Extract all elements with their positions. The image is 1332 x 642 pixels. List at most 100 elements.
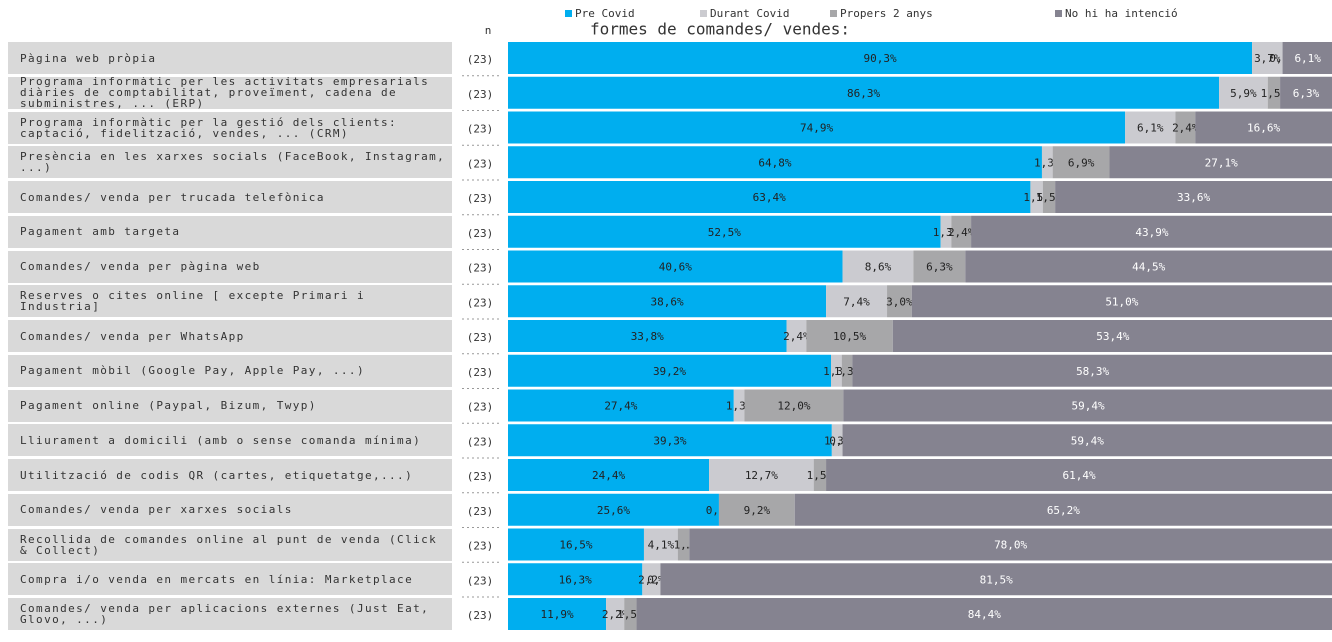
n-label: (23) (467, 401, 494, 414)
bar-segment (786, 320, 807, 352)
category-label: Pàgina web pròpia (8, 42, 452, 74)
legend-label: Propers 2 anys (840, 7, 933, 20)
value-label: 90,3% (863, 52, 896, 65)
bar-segment (813, 459, 827, 491)
bar-segment (642, 563, 661, 596)
legend-swatch (700, 10, 707, 17)
bar-segment (733, 389, 745, 422)
n-label: (23) (467, 470, 494, 483)
value-label: 6,3% (926, 261, 953, 274)
bar-segment (1042, 181, 1056, 213)
bar-segment (1219, 76, 1268, 109)
legend-swatch (565, 10, 572, 17)
bar-segment (508, 493, 719, 526)
bar-segment (842, 250, 914, 283)
value-label: 86,3% (847, 87, 880, 100)
n-label: (23) (467, 296, 494, 309)
bar-segment (1267, 76, 1281, 109)
category-label: Compra i/o venda en mercats en línia: Ma… (8, 563, 452, 596)
bar-segment (718, 493, 795, 526)
bar-segment (1052, 146, 1110, 179)
chart-title: formes de comandes/ vendes: (590, 20, 850, 39)
value-label: 1,… (674, 539, 694, 552)
bar-segment (913, 250, 966, 283)
value-label: 6,9% (1068, 156, 1095, 169)
category-label: Comandes/ venda per xarxes socials (8, 493, 452, 526)
category-label: Pagament mòbil (Google Pay, Apple Pay, .… (8, 354, 452, 387)
bar-segment (643, 528, 678, 561)
n-label: (23) (467, 192, 494, 205)
category-label: Pagament amb targeta (8, 215, 452, 248)
bar-segment (1195, 111, 1332, 144)
n-label: (23) (467, 505, 494, 518)
value-label: 24,4% (592, 469, 625, 482)
value-label: 2,4% (948, 226, 975, 239)
value-label: 81,5% (980, 573, 1013, 586)
bar-segment (508, 563, 643, 596)
value-label: 43,9% (1135, 226, 1168, 239)
value-label: 2,4% (783, 330, 810, 343)
bar-segment (1055, 181, 1332, 213)
value-label: 5,9% (1230, 87, 1257, 100)
bar-segment (508, 250, 843, 283)
bar-segment (508, 389, 734, 422)
bar-segment (965, 250, 1332, 283)
value-label: 64,8% (758, 156, 791, 169)
bar-segment (508, 146, 1042, 179)
value-label: 39,2% (653, 365, 686, 378)
bar-segment (1252, 42, 1283, 74)
value-label: 40,6% (659, 261, 692, 274)
value-label: 2,4% (1172, 122, 1199, 135)
legend-label: No hi ha intenció (1065, 7, 1178, 20)
bar-segment (892, 320, 1332, 352)
value-label: 4,1% (648, 539, 675, 552)
category-label: Comandes/ venda per trucada telefònica (8, 181, 452, 213)
bar-segment (1175, 111, 1196, 144)
value-label: 38,6% (650, 295, 683, 308)
value-label: 16,6% (1247, 122, 1280, 135)
value-label: 6,3% (1293, 87, 1320, 100)
legend-swatch (830, 10, 837, 17)
bar-segment (508, 528, 644, 561)
value-label: 11,9% (540, 608, 573, 621)
bar-segment (508, 285, 827, 318)
n-label: (23) (467, 435, 494, 448)
category-label: Programa informàtic per la gestió dels c… (8, 111, 452, 144)
value-label: 9,2% (744, 504, 771, 517)
value-label: 84,4% (968, 608, 1001, 621)
n-label: (23) (467, 609, 494, 622)
category-label: Utilització de codis QR (cartes, etiquet… (8, 459, 452, 491)
bar-segment (911, 285, 1332, 318)
n-label: (23) (467, 574, 494, 587)
n-label: (23) (467, 540, 494, 553)
n-label: (23) (467, 157, 494, 170)
legend-label: Pre Covid (575, 7, 635, 20)
legend-label: Durant Covid (710, 7, 789, 20)
bar-segment (508, 42, 1253, 74)
bar-segment (744, 389, 844, 422)
category-label: Comandes/ venda per aplicacions externes… (8, 598, 452, 630)
bar-segment (1282, 42, 1332, 74)
bar-segment (636, 598, 1332, 630)
bar-segment (841, 354, 853, 387)
bar-segment (508, 320, 787, 352)
category-label: Lliurament a domicili (amb o sense coman… (8, 424, 452, 457)
value-label: 2,2% (602, 608, 629, 621)
value-label: 12,0% (777, 400, 810, 413)
value-label: 16,3% (559, 573, 592, 586)
legend-swatch (1055, 10, 1062, 17)
bar-segment (508, 354, 832, 387)
value-label: 74,9% (800, 122, 833, 135)
bar-segment (709, 459, 814, 491)
value-label: 3,0% (886, 295, 913, 308)
value-label: 65,2% (1047, 504, 1080, 517)
value-label: 27,1% (1205, 156, 1238, 169)
n-label: (23) (467, 331, 494, 344)
value-label: 6,1% (1294, 52, 1321, 65)
bar-segment (842, 424, 1332, 457)
n-label: (23) (467, 53, 494, 66)
bar-segment (660, 563, 1332, 596)
category-label: Programa informàtic per les activitats e… (8, 76, 452, 109)
value-label: 61,4% (1062, 469, 1095, 482)
